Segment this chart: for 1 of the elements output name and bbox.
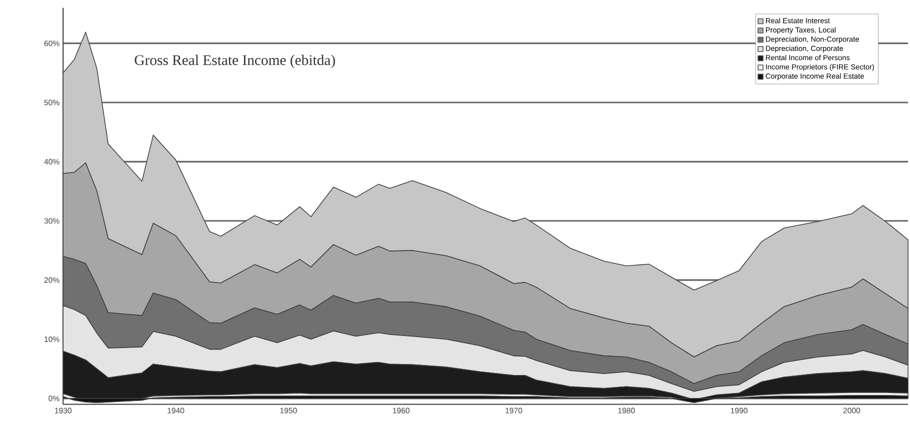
text: Gross Real Estate Income (ebitda) — [134, 54, 335, 68]
